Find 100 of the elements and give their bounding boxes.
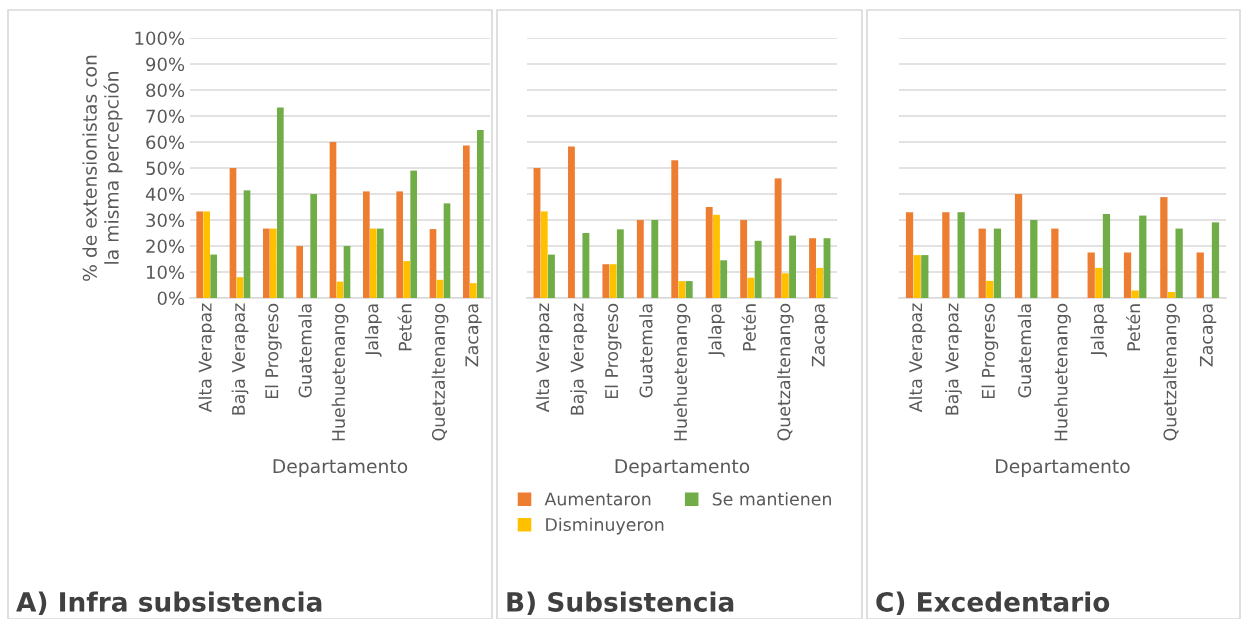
x-tick-label: Huehuetenango xyxy=(331,303,349,441)
bar xyxy=(196,211,203,298)
bar xyxy=(229,168,237,298)
bar xyxy=(567,146,575,298)
bar xyxy=(203,211,210,298)
x-tick-label: Quetzaltenango xyxy=(431,303,449,441)
y-tick-label: 70% xyxy=(146,109,185,124)
y-tick-label: 100% xyxy=(135,31,185,46)
x-tick-label: Alta Verapaz xyxy=(535,303,553,413)
text: B) Subsistencia xyxy=(507,591,734,615)
x-tick-label: Huehuetenango xyxy=(1054,303,1071,441)
bar xyxy=(609,264,617,298)
x-tick-label: Guatemala xyxy=(639,304,653,398)
x-tick-label: Baja Verapaz xyxy=(231,303,249,415)
x-axis-title: Departamento xyxy=(615,459,750,477)
bar xyxy=(740,220,748,298)
bar xyxy=(774,178,782,298)
legend-label: Aumentaron xyxy=(544,492,651,506)
bar xyxy=(942,212,950,298)
bar xyxy=(582,233,590,298)
bar xyxy=(1014,194,1023,298)
x-tick-label: Quetzaltenango xyxy=(1163,303,1180,441)
text: A) Infra subsistencia xyxy=(16,591,322,615)
x-tick-label: Zacapa xyxy=(465,304,482,367)
x-tick-label: Petén xyxy=(397,304,412,351)
text: C) Excedentario xyxy=(876,591,1110,615)
bar xyxy=(243,190,251,298)
bar xyxy=(616,229,624,298)
bar xyxy=(705,207,713,298)
y-tick-label: 90% xyxy=(146,57,185,72)
bar xyxy=(720,260,728,298)
x-tick-label: El Progreso xyxy=(981,303,999,399)
bar xyxy=(377,228,384,298)
bar xyxy=(781,273,789,298)
bar xyxy=(296,246,303,298)
bar xyxy=(410,170,417,298)
bar xyxy=(957,212,965,298)
legend-label: Disminuyeron xyxy=(546,517,664,535)
x-tick-label: Quetzaltenango xyxy=(776,303,794,441)
bar xyxy=(310,194,317,298)
x-tick-label: Alta Verapaz xyxy=(198,303,216,413)
bar xyxy=(1175,228,1183,298)
bar xyxy=(1167,292,1176,298)
bar xyxy=(978,228,986,298)
bar xyxy=(270,228,277,298)
bar xyxy=(1087,252,1095,298)
bar xyxy=(1095,267,1103,298)
x-tick-label: Guatemala xyxy=(298,304,312,398)
bar xyxy=(1123,252,1132,298)
x-tick-label: Guatemala xyxy=(1017,304,1032,398)
bar xyxy=(1051,228,1059,298)
bar xyxy=(754,240,762,298)
bar xyxy=(816,267,824,298)
y-tick-label: 80% xyxy=(146,83,185,98)
x-tick-label: Jalapa xyxy=(364,304,382,357)
x-tick-label: Huehuetenango xyxy=(673,303,691,441)
bar xyxy=(1131,290,1139,298)
bar xyxy=(403,261,410,298)
y-tick-label: 50% xyxy=(146,161,185,176)
bar xyxy=(921,255,929,298)
y-tick-label: 30% xyxy=(146,213,185,228)
x-tick-label: Alta Verapaz xyxy=(908,303,926,413)
y-tick-label: 40% xyxy=(145,187,185,202)
bar xyxy=(263,228,270,298)
bar xyxy=(370,228,377,298)
bar xyxy=(429,229,437,298)
bar xyxy=(1030,220,1038,298)
bar xyxy=(548,254,555,298)
y-tick-label: 0% xyxy=(157,291,185,306)
bar xyxy=(747,277,755,298)
x-axis-title: Departamento xyxy=(996,459,1130,477)
legend-label: Se mantienen xyxy=(712,492,831,506)
bar xyxy=(477,130,484,298)
bar xyxy=(463,145,470,298)
x-tick-label: Zacapa xyxy=(1199,304,1217,367)
bar xyxy=(685,281,693,298)
bar xyxy=(789,235,797,298)
bar xyxy=(1139,215,1147,298)
y-tick-label: 60% xyxy=(146,135,185,150)
x-tick-label: Jalapa xyxy=(708,304,725,357)
bar xyxy=(905,212,914,298)
x-axis-title: Departamento xyxy=(273,459,408,477)
bar xyxy=(993,228,1002,298)
y-axis-title: % de extensionistas con la misma percepción xyxy=(82,55,123,281)
x-tick-label: Baja Verapaz xyxy=(570,303,588,415)
bar xyxy=(1160,197,1168,298)
bar xyxy=(636,220,644,298)
bar xyxy=(540,211,548,298)
bar xyxy=(651,220,659,298)
x-tick-label: Petén xyxy=(741,304,756,351)
bar xyxy=(470,283,477,298)
x-tick-label: Jalapa xyxy=(1090,304,1108,357)
bar xyxy=(277,107,284,298)
x-tick-label: Petén xyxy=(1126,304,1141,351)
x-tick-label: Zacapa xyxy=(811,304,829,367)
bar xyxy=(809,238,816,298)
y-tick-label: 20% xyxy=(146,239,185,254)
bar xyxy=(329,142,337,298)
bar xyxy=(602,264,610,298)
bar xyxy=(443,203,451,298)
